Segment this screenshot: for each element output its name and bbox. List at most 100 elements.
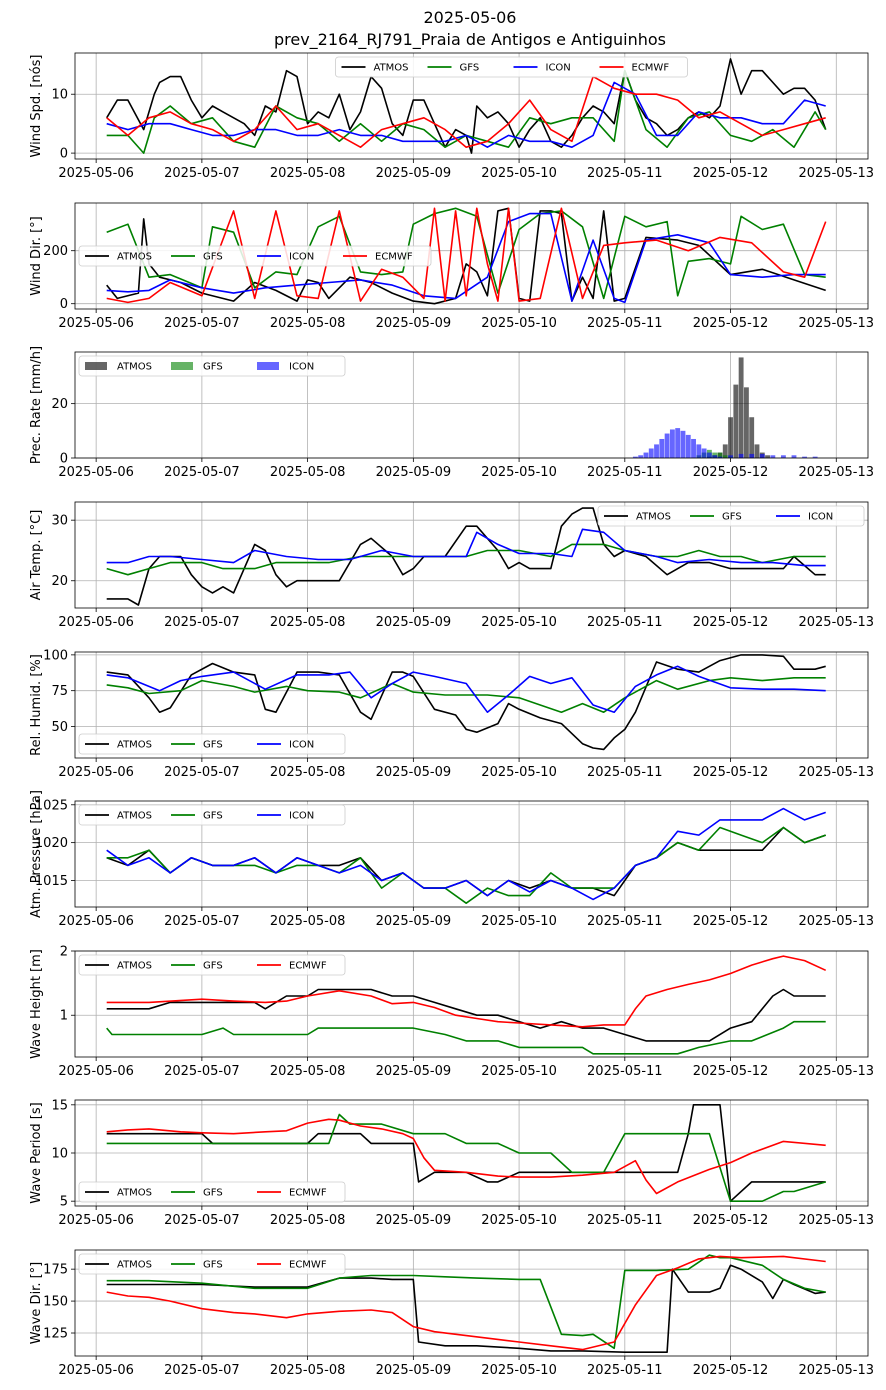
plot-frame [74,351,869,459]
x-tick-label: 2025-05-13 [798,1213,874,1228]
x-tick-label: 2025-05-12 [693,1064,769,1079]
data-layer [106,654,826,751]
legend-label-gfs: GFS [203,811,223,822]
x-tick-label: 2025-05-08 [270,1064,346,1079]
y-tick-label: 0 [60,452,68,467]
x-tick-label: 2025-05-13 [798,465,874,480]
x-tick-label: 2025-05-06 [58,316,134,331]
bar-icon [770,455,776,458]
x-tick-label: 2025-05-12 [693,465,769,480]
bar-atmos [728,417,733,458]
x-tick-label: 2025-05-06 [58,765,134,780]
series-line-icon [106,528,826,567]
panel-7: 2025-05-06 2025-05-07 2025-05-08 2025-05-09… [29,945,874,1080]
series-line-icon [106,81,826,148]
x-tick-label: 2025-05-08 [270,615,346,630]
y-axis-label: Atm. Pressure [hPa] [29,790,44,918]
data-layer [106,955,827,1055]
x-tick-label: 2025-05-06 [58,1064,134,1079]
panel-5: 2025-05-06 2025-05-07 2025-05-08 2025-05-09… [29,648,874,780]
bar-icon [701,448,707,458]
x-tick-label: 2025-05-12 [693,615,769,630]
data-layer [106,507,826,606]
bar-gfs [717,452,723,458]
legend: ATMOS GFS ECMWF [78,1253,346,1275]
bar-icon [717,456,723,458]
legend-label-atmos: ATMOS [117,1260,152,1271]
x-tick-label: 2025-05-09 [376,1213,452,1228]
y-tick-label: 10 [51,1147,68,1162]
series-line-ecmwf [106,75,826,148]
bar-atmos [743,387,749,458]
plot-frame [74,1099,869,1207]
bar-gfs [722,455,728,458]
plot-frame [74,52,869,160]
legend-label-icon: ICON [546,63,571,74]
panel-9: 2025-05-06 2025-05-07 2025-05-08 2025-05-09… [29,1249,874,1378]
series-line-ecmwf [106,955,827,1028]
legend-box [78,1253,346,1275]
x-tick-label: 2025-05-10 [481,765,557,780]
x-tick-label: 2025-05-11 [587,316,663,331]
bar-atmos [765,455,770,458]
bar-icon [675,428,681,458]
y-tick-label: 125 [43,1327,68,1342]
x-tick-label: 2025-05-13 [798,316,874,331]
legend-label-ecmwf: ECMWF [289,1188,327,1199]
x-tick-label: 2025-05-08 [270,914,346,929]
x-tick-label: 2025-05-08 [270,166,346,181]
x-tick-label: 2025-05-06 [58,615,134,630]
x-tick-label: 2025-05-11 [587,1363,663,1378]
panel-1: 2025-05-06 2025-05-07 2025-05-08 2025-05-09… [29,52,874,181]
x-tick-label: 2025-05-09 [376,166,452,181]
legend-label-gfs: GFS [203,740,223,751]
series-line-atmos [106,207,826,305]
series-line-atmos [106,988,826,1042]
x-tick-label: 2025-05-08 [270,465,346,480]
bar-icon [638,455,644,458]
legend-box [78,804,346,826]
x-tick-label: 2025-05-13 [798,1363,874,1378]
bar-icon [791,455,797,458]
x-tick-label: 2025-05-12 [693,1213,769,1228]
x-tick-label: 2025-05-11 [587,166,663,181]
bar-atmos [749,417,755,458]
bar-icon [812,456,818,458]
chart-panels: 2025-05-06 2025-05-07 2025-05-08 2025-05-09… [29,52,874,1378]
series-line-gfs [106,1020,826,1055]
x-tick-label: 2025-05-13 [798,1064,874,1079]
x-tick-label: 2025-05-06 [58,1213,134,1228]
y-tick-label: 2 [60,945,68,960]
bar-icon [669,429,675,458]
x-tick-label: 2025-05-10 [481,914,557,929]
x-tick-label: 2025-05-06 [58,166,134,181]
x-tick-label: 2025-05-10 [481,615,557,630]
figure-title-location: prev_2164_RJ791_Praia de Antigos e Antig… [274,30,666,50]
series-line-atmos [106,654,826,751]
series-line-atmos [106,58,827,154]
data-layer [106,58,827,154]
y-tick-label: 1020 [35,836,68,851]
x-tick-label: 2025-05-06 [58,465,134,480]
y-tick-label: 0 [60,147,68,162]
x-tick-label: 2025-05-12 [693,166,769,181]
series-line-gfs [106,677,826,713]
bar-icon [802,456,807,458]
legend-label-ecmwf: ECMWF [289,1260,327,1271]
legend-label-gfs: GFS [203,362,223,373]
y-tick-label: 30 [51,514,68,529]
plot-frame [74,202,869,310]
y-axis-label: Prec. Rate [mm/h] [29,346,44,464]
plot-frame [74,800,869,908]
y-tick-label: 15 [51,1098,68,1113]
legend-box [335,56,688,78]
panel-8: 2025-05-06 2025-05-07 2025-05-08 2025-05-09… [29,1098,874,1228]
bar-icon [706,452,712,458]
x-tick-label: 2025-05-11 [587,465,663,480]
series-line-ecmwf [106,207,827,304]
bar-icon [696,444,702,458]
legend-box [78,1181,346,1203]
x-tick-label: 2025-05-13 [798,914,874,929]
legend: ATMOS GFS ECMWF [78,954,346,976]
